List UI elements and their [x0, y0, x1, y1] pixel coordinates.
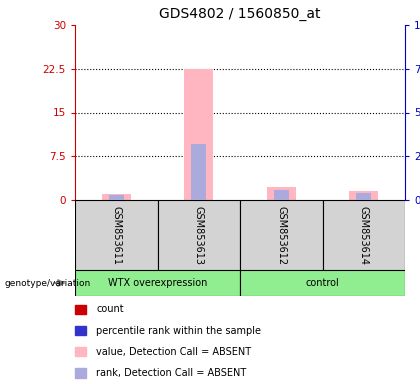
Title: GDS4802 / 1560850_at: GDS4802 / 1560850_at — [159, 7, 321, 21]
Text: GSM853614: GSM853614 — [359, 205, 369, 265]
Bar — [184, 69, 213, 200]
Bar — [240, 270, 405, 296]
Text: control: control — [306, 278, 339, 288]
Text: rank, Detection Call = ABSENT: rank, Detection Call = ABSENT — [96, 368, 246, 378]
Text: GSM853613: GSM853613 — [194, 205, 204, 265]
Bar — [240, 200, 323, 270]
Bar — [274, 189, 289, 200]
Bar — [158, 200, 240, 270]
Bar — [267, 187, 296, 200]
Text: value, Detection Call = ABSENT: value, Detection Call = ABSENT — [96, 347, 251, 357]
Bar — [75, 200, 158, 270]
Text: genotype/variation: genotype/variation — [4, 278, 90, 288]
Bar — [356, 193, 371, 200]
Text: GSM853612: GSM853612 — [276, 205, 286, 265]
Text: WTX overexpression: WTX overexpression — [108, 278, 207, 288]
Text: percentile rank within the sample: percentile rank within the sample — [96, 326, 261, 336]
Text: GSM853611: GSM853611 — [111, 205, 121, 265]
Bar — [323, 200, 405, 270]
Bar — [75, 270, 240, 296]
Bar — [109, 195, 123, 200]
Bar — [192, 144, 206, 200]
Bar — [102, 194, 131, 200]
Bar — [349, 191, 378, 200]
Text: count: count — [96, 305, 123, 314]
